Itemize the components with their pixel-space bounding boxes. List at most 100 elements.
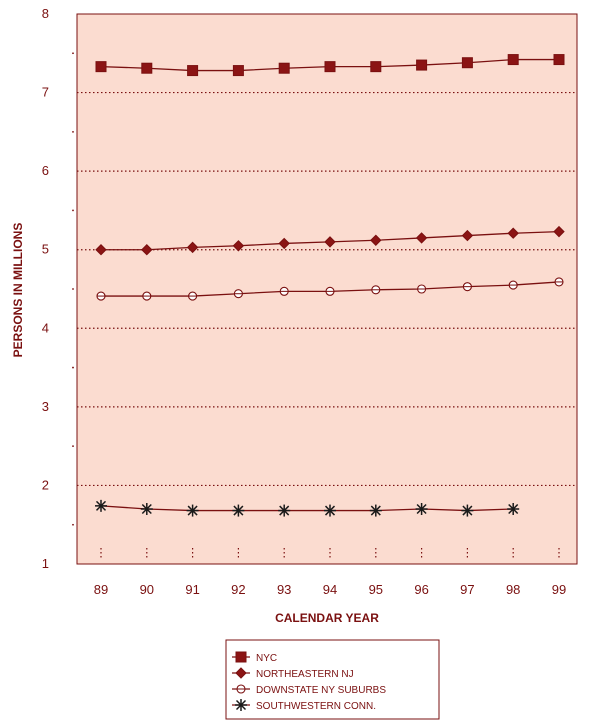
data-point-southwestern-conn-93 [278,504,291,517]
y-tick-label-6: 6 [42,163,49,178]
series-downstate-ny-suburbs [96,277,564,301]
data-point-downstate-ny-suburbs-89 [96,291,106,301]
data-point-nyc-96 [416,59,428,71]
x-tick-label-98: 98 [506,582,520,597]
y-tick-label-4: 4 [42,320,49,335]
data-point-downstate-ny-suburbs-98 [508,280,518,290]
x-axis-title: CALENDAR YEAR [275,611,379,625]
x-tick-label-89: 89 [94,582,108,597]
y-axis-title: PERSONS IN MILLIONS [11,223,25,358]
y-tick-label-7: 7 [42,85,49,100]
data-point-nyc-89 [95,61,107,73]
data-point-southwestern-conn-91-d2 [187,505,198,516]
data-point-southwestern-conn-98-d2 [508,503,519,515]
data-point-downstate-ny-suburbs-97 [462,282,472,292]
data-point-southwestern-conn-96 [415,503,428,515]
legend-label-southwestern-conn: SOUTHWESTERN CONN. [256,701,376,712]
data-point-northeastern-nj-89 [95,244,107,256]
data-point-downstate-ny-suburbs-96 [417,284,427,294]
data-point-nyc-93 [278,62,290,74]
minor-tick-1-5 [72,523,74,526]
data-point-nyc-92 [232,65,244,77]
minor-tick-3-5 [72,366,74,369]
data-point-downstate-ny-suburbs-94 [325,286,335,296]
data-point-southwestern-conn-90-d2 [141,503,152,515]
y-axis-ticks: 1 2 3 4 5 6 7 8 [42,6,49,571]
x-tick-label-94: 94 [323,582,337,597]
y-tick-label-5: 5 [42,242,49,257]
legend-marker-nyc [235,651,247,663]
series-southwestern-conn [95,499,520,517]
legend-marker-southwestern-conn [235,699,247,711]
data-point-downstate-ny-suburbs-92 [233,289,243,299]
data-point-southwestern-conn-92-d2 [233,505,244,516]
data-point-downstate-ny-suburbs-91 [188,291,198,301]
data-point-nyc-98 [507,54,519,66]
series-group [95,54,565,517]
x-tick-label-95: 95 [369,582,383,597]
minor-tick-5-5 [72,209,74,212]
data-point-southwestern-conn-91 [186,504,199,517]
minor-tick-7-5 [72,52,74,55]
legend-item-nyc: NYC [232,651,277,664]
data-point-northeastern-nj-93 [278,237,290,250]
data-point-nyc-91 [187,65,199,77]
data-point-southwestern-conn-93-d2 [279,505,290,516]
data-point-northeastern-nj-90 [141,244,153,256]
legend-item-northeastern-nj: NORTHEASTERN NJ [232,667,354,680]
legend-item-southwestern-conn: SOUTHWESTERN CONN. [232,699,376,712]
x-tick-label-91: 91 [185,582,199,597]
y-tick-label-2: 2 [42,477,49,492]
legend-label-nyc: NYC [256,653,277,664]
data-point-nyc-99 [553,54,565,66]
data-point-southwestern-conn-94-d2 [324,505,336,516]
data-point-downstate-ny-suburbs-99 [554,277,564,287]
x-tick-label-97: 97 [460,582,474,597]
data-point-downstate-ny-suburbs-93 [279,286,289,296]
data-point-northeastern-nj-91 [186,241,199,254]
data-point-southwestern-conn-95-d2 [370,505,381,516]
data-point-southwestern-conn-98 [507,503,520,515]
data-point-northeastern-nj-92 [232,240,245,252]
x-tick-label-93: 93 [277,582,291,597]
data-point-southwestern-conn-89-d2 [95,500,107,511]
data-point-northeastern-nj-95 [370,234,382,246]
series-line-southwestern-conn [100,505,514,512]
minor-tick-2-5 [72,445,74,448]
legend-marker-northeastern-nj [235,667,247,679]
data-point-nyc-94 [324,61,336,73]
data-point-northeastern-nj-94 [324,236,336,248]
data-point-southwestern-conn-94 [324,504,336,517]
x-axis-ticks: 89 90 91 92 93 94 95 96 97 98 99 [94,582,566,597]
x-tick-label-99: 99 [552,582,566,597]
legend-item-downstate-ny-suburbs: DOWNSTATE NY SUBURBS [232,684,386,696]
minor-tick-4-5 [72,288,74,290]
y-tick-label-1: 1 [42,556,49,571]
legend-box [225,639,440,720]
x-tick-label-92: 92 [231,582,245,597]
data-point-southwestern-conn-96-d2 [416,503,427,515]
data-point-nyc-95 [370,61,382,73]
x-tick-label-96: 96 [414,582,428,597]
legend-label-northeastern-nj: NORTHEASTERN NJ [256,669,354,680]
minor-ticks [72,52,560,560]
data-point-southwestern-conn-97 [461,504,474,517]
x-tick-label-90: 90 [140,582,154,597]
data-point-southwestern-conn-92 [232,504,245,517]
y-tick-label-3: 3 [42,399,49,414]
grid-lines [77,91,577,487]
legend-marker-downstate-ny-suburbs [236,684,246,694]
data-point-northeastern-nj-99 [553,225,565,238]
data-point-northeastern-nj-98 [507,227,519,239]
series-nyc [95,54,565,77]
data-point-downstate-ny-suburbs-90 [142,291,152,301]
series-northeastern-nj [95,225,565,256]
data-point-nyc-97 [461,57,473,69]
legend-label-downstate-ny-suburbs: DOWNSTATE NY SUBURBS [256,685,386,696]
data-point-southwestern-conn-97-d2 [462,505,473,516]
y-tick-label-8: 8 [42,6,49,21]
data-point-southwestern-conn-90 [140,503,153,515]
legend-marker-southwestern-conn-d2 [235,699,247,711]
data-point-southwestern-conn-89 [95,499,107,512]
